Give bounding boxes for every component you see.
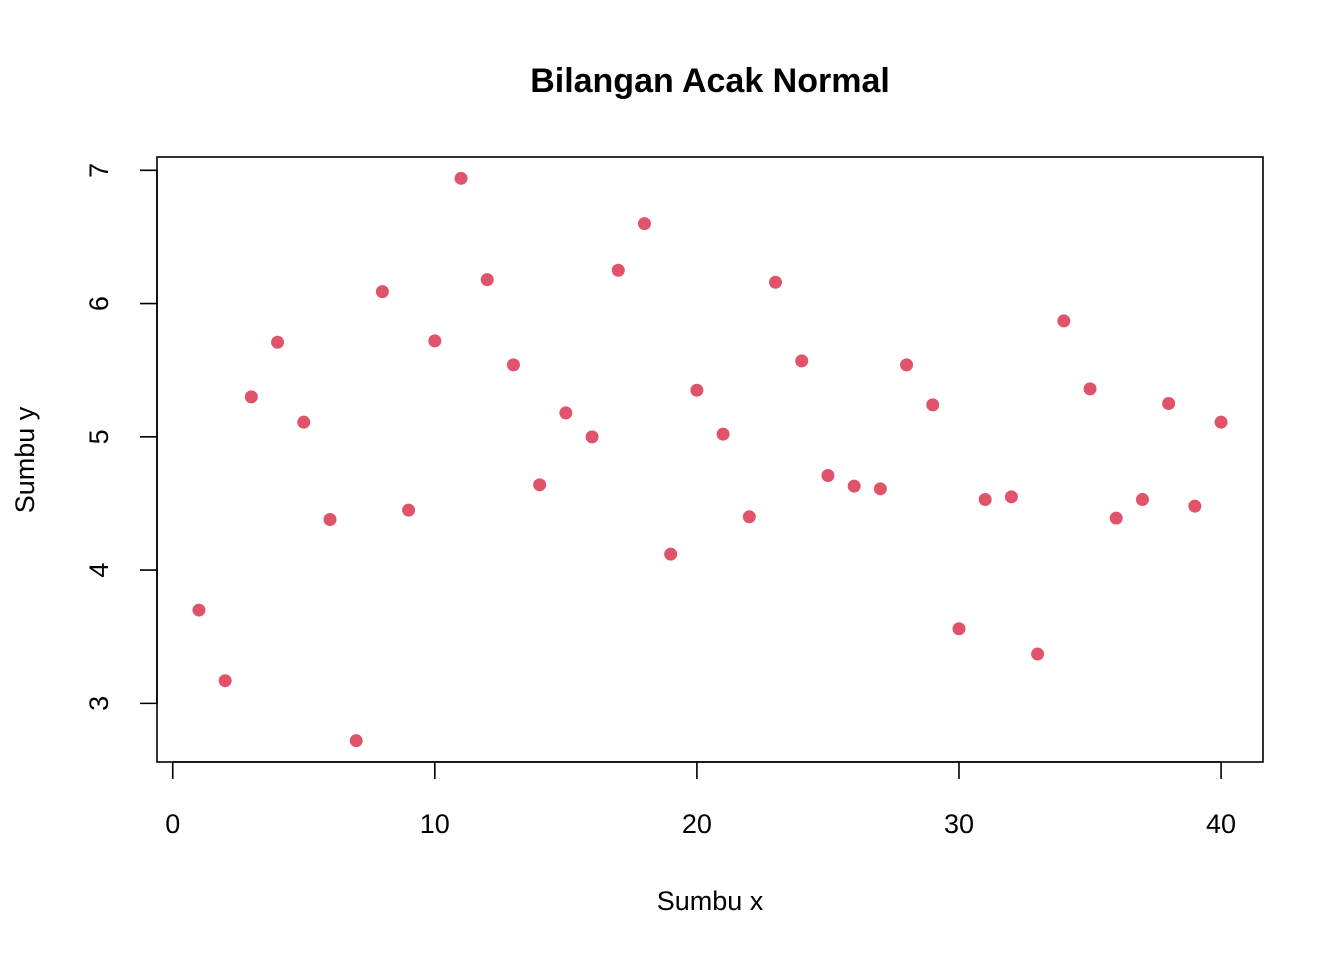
x-tick-label: 40 xyxy=(1206,809,1236,839)
data-point xyxy=(1031,647,1045,661)
y-tick-label: 4 xyxy=(84,563,114,578)
data-point xyxy=(873,482,887,496)
plot-area xyxy=(156,156,1264,763)
data-point xyxy=(1135,492,1149,506)
x-tick-label: 0 xyxy=(165,809,180,839)
x-tick-label: 20 xyxy=(682,809,712,839)
data-point xyxy=(271,335,285,349)
data-point xyxy=(611,263,625,277)
data-point xyxy=(637,217,651,231)
data-point xyxy=(480,273,494,287)
chart-title: Bilangan Acak Normal xyxy=(530,62,890,100)
data-point xyxy=(218,674,232,688)
data-point xyxy=(506,358,520,372)
y-axis-label: Sumbu y xyxy=(10,406,40,513)
data-point xyxy=(297,415,311,429)
data-point xyxy=(323,512,337,526)
data-point xyxy=(742,510,756,524)
data-point xyxy=(375,285,389,299)
data-point xyxy=(533,478,547,492)
data-point xyxy=(1057,314,1071,328)
y-tick-label: 3 xyxy=(84,696,114,711)
y-tick-label: 6 xyxy=(84,296,114,311)
y-tick-label: 7 xyxy=(84,163,114,178)
data-point xyxy=(847,479,861,493)
data-point xyxy=(795,354,809,368)
data-point xyxy=(349,734,363,748)
data-point xyxy=(690,383,704,397)
y-tick-label: 5 xyxy=(84,429,114,444)
data-point xyxy=(1188,499,1202,513)
data-point xyxy=(769,275,783,289)
data-point xyxy=(978,492,992,506)
data-point xyxy=(1162,397,1176,411)
data-point xyxy=(1214,415,1228,429)
data-point xyxy=(900,358,914,372)
data-point xyxy=(428,334,442,348)
y-axis: 3 4 5 6 7 xyxy=(84,163,158,711)
data-point xyxy=(1004,490,1018,504)
data-point xyxy=(559,406,573,420)
data-point xyxy=(244,390,258,404)
data-point xyxy=(664,547,678,561)
data-point xyxy=(192,603,206,617)
data-point xyxy=(821,468,835,482)
x-axis: 0 10 20 30 40 xyxy=(165,761,1236,839)
data-point xyxy=(716,427,730,441)
data-point xyxy=(402,503,416,517)
data-point xyxy=(952,622,966,636)
x-tick-label: 10 xyxy=(420,809,450,839)
data-point xyxy=(926,398,940,412)
data-point xyxy=(454,171,468,185)
data-point xyxy=(585,430,599,444)
x-tick-label: 30 xyxy=(944,809,974,839)
x-axis-label: Sumbu x xyxy=(657,886,764,916)
data-point xyxy=(1083,382,1097,396)
data-points xyxy=(192,171,1228,748)
data-point xyxy=(1109,511,1123,525)
